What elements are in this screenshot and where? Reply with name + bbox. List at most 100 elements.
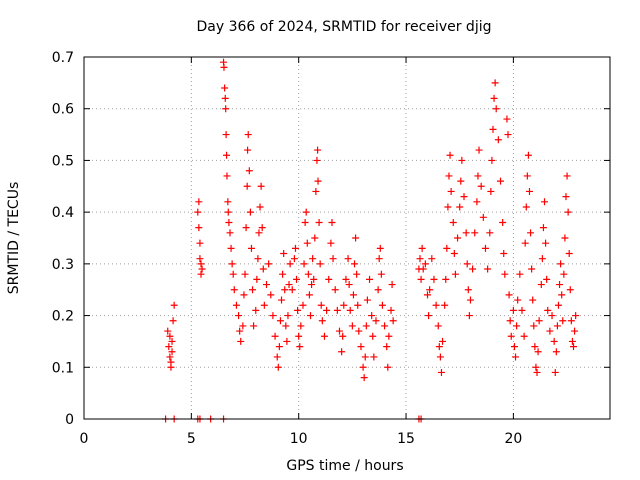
data-point (370, 353, 378, 361)
data-point (305, 291, 313, 299)
data-point (318, 317, 326, 325)
data-point (521, 239, 529, 247)
data-point (568, 337, 576, 345)
data-point (551, 368, 559, 376)
data-point (512, 353, 520, 361)
data-point (503, 115, 511, 123)
data-point (490, 94, 498, 102)
data-point (227, 244, 235, 252)
data-point (363, 296, 371, 304)
data-point (492, 105, 500, 113)
y-tick-label: 0 (65, 412, 74, 428)
x-axis-label: GPS time / hours (286, 458, 403, 474)
data-point (313, 156, 321, 164)
data-point (237, 337, 245, 345)
data-point (460, 193, 468, 201)
grid-lines (84, 57, 610, 419)
data-point (239, 322, 247, 330)
data-point (564, 208, 572, 216)
data-point (499, 218, 507, 226)
data-point (474, 172, 482, 180)
data-point (311, 234, 319, 242)
data-point (352, 234, 360, 242)
data-point (533, 368, 541, 376)
data-point (222, 131, 230, 139)
data-point (307, 312, 315, 320)
data-point (572, 312, 580, 320)
plot-frame (83, 56, 611, 420)
data-point (447, 187, 455, 195)
data-point (567, 317, 575, 325)
data-point (278, 296, 286, 304)
data-point (195, 198, 203, 206)
data-point (250, 322, 258, 330)
data-point (528, 265, 536, 273)
data-point (560, 270, 568, 278)
data-point (166, 332, 174, 340)
data-point (444, 203, 452, 211)
data-point (389, 317, 397, 325)
data-point (240, 291, 248, 299)
data-point (357, 343, 365, 351)
data-point (296, 343, 304, 351)
data-point (299, 301, 307, 309)
data-point (340, 301, 348, 309)
data-point (570, 343, 578, 351)
data-point (329, 255, 337, 263)
data-point (500, 250, 508, 258)
data-point (554, 301, 562, 309)
data-point (226, 229, 234, 237)
data-point (221, 94, 229, 102)
data-point (514, 296, 522, 304)
data-point (249, 286, 257, 294)
data-point (430, 275, 438, 283)
y-tick-label: 0.6 (52, 102, 74, 118)
data-points (162, 58, 580, 423)
data-point (548, 312, 556, 320)
data-point (342, 275, 350, 283)
data-point (293, 275, 301, 283)
data-point (553, 322, 561, 330)
y-axis: 0 0.1 0.2 0.3 0.4 0.5 0.6 0.7 (52, 50, 610, 428)
data-point (562, 193, 570, 201)
data-point (169, 317, 177, 325)
data-point (304, 270, 312, 278)
data-point (297, 322, 305, 330)
data-point (566, 286, 574, 294)
y-tick-label: 0.5 (52, 153, 74, 169)
data-point (267, 291, 275, 299)
data-point (561, 234, 569, 242)
data-point (550, 337, 558, 345)
data-point (362, 322, 370, 330)
data-point (314, 146, 322, 154)
data-point (442, 275, 450, 283)
data-point (484, 265, 492, 273)
data-point (224, 198, 232, 206)
data-point (273, 353, 281, 361)
chart-title: Day 366 of 2024, SRMTID for receiver dji… (197, 19, 492, 35)
data-point (378, 301, 386, 309)
data-point (222, 105, 230, 113)
data-point (457, 177, 465, 185)
data-point (531, 343, 539, 351)
data-point (236, 327, 244, 335)
data-point (168, 337, 176, 345)
data-point (530, 322, 538, 330)
data-point (571, 327, 579, 335)
data-point (374, 286, 382, 294)
data-point (170, 301, 178, 309)
data-point (323, 306, 331, 314)
data-point (565, 250, 573, 258)
data-point (372, 317, 380, 325)
data-point (381, 322, 389, 330)
data-point (441, 301, 449, 309)
data-point (446, 151, 454, 159)
data-point (377, 270, 385, 278)
data-point (518, 306, 526, 314)
y-tick-label: 0.2 (52, 309, 74, 325)
data-point (265, 260, 273, 268)
data-point (384, 363, 392, 371)
data-point (230, 286, 238, 294)
data-point (524, 151, 532, 159)
data-point (225, 218, 233, 226)
